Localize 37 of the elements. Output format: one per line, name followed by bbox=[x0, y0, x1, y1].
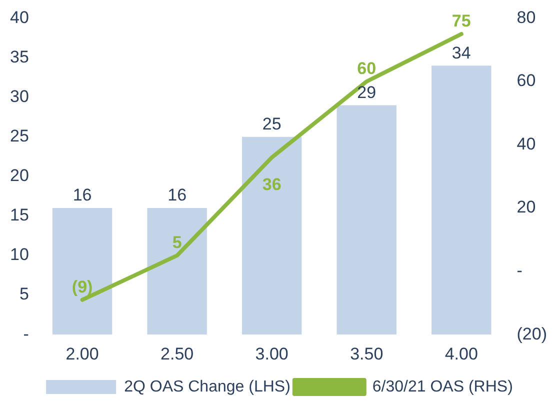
x-tick-label: 4.00 bbox=[444, 344, 478, 364]
y2-tick-label: - bbox=[516, 261, 522, 280]
y-tick-label: 25 bbox=[10, 126, 29, 146]
bar bbox=[336, 105, 396, 335]
y-tick-label: 15 bbox=[10, 206, 29, 225]
bar bbox=[147, 208, 207, 335]
bar bbox=[432, 66, 492, 335]
legend-label: 2Q OAS Change (LHS) bbox=[124, 378, 290, 396]
data-label: 60 bbox=[357, 59, 376, 78]
y2-tick-label: 20 bbox=[516, 198, 536, 217]
y2-tick-label: (20) bbox=[516, 324, 548, 344]
x-tick-label: 2.50 bbox=[160, 344, 194, 364]
x-tick-label: 2.00 bbox=[66, 344, 99, 364]
y2-tick-label: 80 bbox=[516, 8, 536, 27]
bar bbox=[52, 208, 112, 335]
data-label: 34 bbox=[452, 43, 471, 62]
data-label: 25 bbox=[262, 114, 282, 134]
data-label: 75 bbox=[452, 12, 471, 31]
y-tick-label: 40 bbox=[10, 8, 29, 27]
data-label: 16 bbox=[168, 186, 187, 205]
y-tick-label: 30 bbox=[10, 86, 29, 106]
legend-label: 6/30/21 OAS (RHS) bbox=[372, 378, 513, 396]
data-label: 16 bbox=[72, 186, 92, 205]
x-tick-label: 3.50 bbox=[350, 344, 384, 364]
y-tick-label: 5 bbox=[19, 284, 29, 304]
y2-tick-label: 60 bbox=[516, 71, 536, 90]
y2-tick-label: 40 bbox=[516, 134, 536, 154]
y-tick-label: 20 bbox=[10, 166, 29, 186]
y-tick-label: - bbox=[23, 324, 29, 344]
data-label: 5 bbox=[172, 233, 182, 252]
bar bbox=[242, 136, 302, 335]
y-tick-label: 35 bbox=[10, 47, 29, 66]
y-tick-label: 10 bbox=[10, 245, 29, 264]
data-label: (9) bbox=[72, 277, 93, 296]
data-label: 36 bbox=[262, 175, 282, 194]
x-tick-label: 3.00 bbox=[255, 344, 288, 364]
data-label: 29 bbox=[357, 82, 376, 102]
